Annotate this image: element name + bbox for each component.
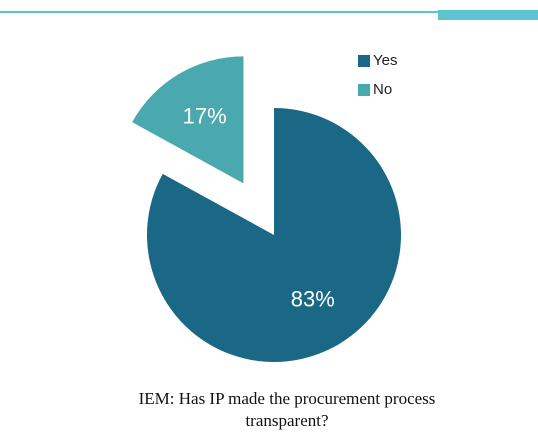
data-label: 83% xyxy=(291,286,335,311)
pie-slice xyxy=(146,108,402,363)
top-rule xyxy=(0,11,538,13)
pie-slice xyxy=(132,56,244,184)
top-accent xyxy=(438,10,538,20)
data-label: 17% xyxy=(183,104,227,129)
legend-swatch xyxy=(358,55,370,67)
legend-swatch xyxy=(358,84,370,96)
chart-title: IEM: Has IP made the procurement process… xyxy=(138,389,436,430)
title-box: IEM: Has IP made the procurement process… xyxy=(138,389,436,430)
legend-label: No xyxy=(373,81,392,98)
legend-label: Yes xyxy=(373,52,397,69)
